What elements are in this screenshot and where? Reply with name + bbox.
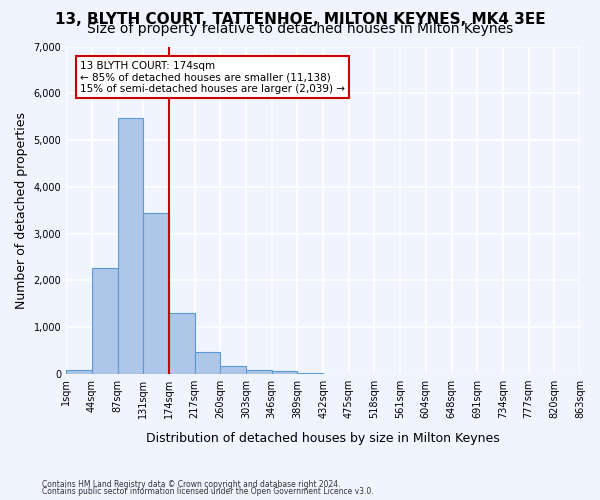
Bar [118,118,143,374]
Bar [298,372,323,374]
Text: Contains HM Land Registry data © Crown copyright and database right 2024.: Contains HM Land Registry data © Crown c… [42,480,341,489]
Bar [169,312,194,374]
Text: 13 BLYTH COURT: 174sqm
← 85% of detached houses are smaller (11,138)
15% of semi: 13 BLYTH COURT: 174sqm ← 85% of detached… [80,60,345,94]
Bar [66,370,92,374]
Bar [220,366,246,374]
Bar [272,371,298,374]
Bar [92,268,118,374]
Text: Size of property relative to detached houses in Milton Keynes: Size of property relative to detached ho… [87,22,513,36]
Bar [194,352,220,374]
X-axis label: Distribution of detached houses by size in Milton Keynes: Distribution of detached houses by size … [146,432,500,445]
Y-axis label: Number of detached properties: Number of detached properties [15,112,28,308]
Text: Contains public sector information licensed under the Open Government Licence v3: Contains public sector information licen… [42,487,374,496]
Bar [143,213,169,374]
Bar [246,370,272,374]
Text: 13, BLYTH COURT, TATTENHOE, MILTON KEYNES, MK4 3EE: 13, BLYTH COURT, TATTENHOE, MILTON KEYNE… [55,12,545,28]
